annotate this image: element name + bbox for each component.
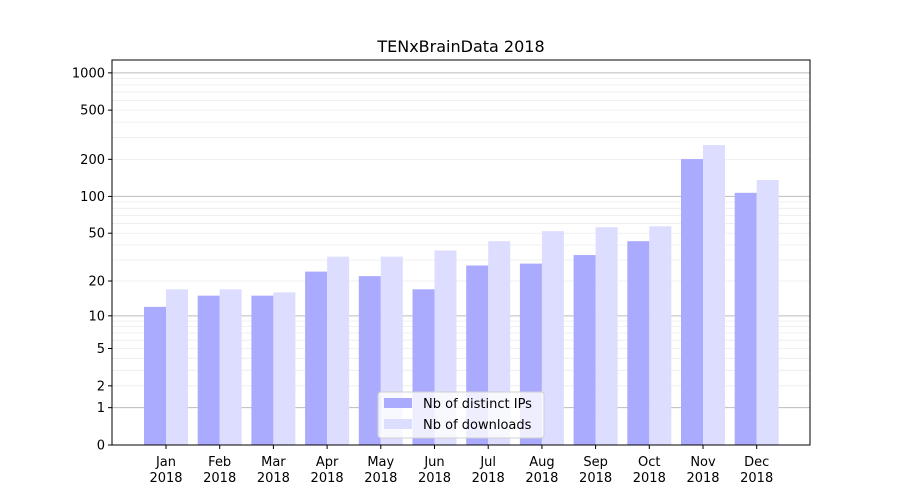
x-tick-label-line: Dec bbox=[744, 455, 769, 470]
x-tick-label-line: 2018 bbox=[149, 471, 182, 486]
y-tick-label: 0 bbox=[97, 439, 105, 454]
legend-box bbox=[377, 391, 545, 439]
x-tick-label-line: Nov bbox=[690, 455, 716, 470]
x-tick-label-line: 2018 bbox=[633, 471, 666, 486]
x-tick-label-line: 2018 bbox=[579, 471, 612, 486]
x-tick-label: Oct 2018 bbox=[633, 455, 666, 486]
x-tick-label-line: May bbox=[367, 455, 394, 470]
bar-ips bbox=[627, 241, 650, 445]
x-tick-label: Feb 2018 bbox=[203, 455, 236, 486]
chart-title: TENxBrainData 2018 bbox=[376, 37, 544, 56]
legend-label: Nb of downloads bbox=[423, 418, 532, 433]
bar-ips bbox=[681, 159, 703, 445]
legend: Nb of distinct IPs Nb of downloads bbox=[377, 391, 545, 439]
y-tick-label: 5 bbox=[97, 342, 105, 357]
bar-ips bbox=[197, 295, 220, 445]
bar-downloads bbox=[595, 227, 618, 445]
x-tick-label-line: Jul bbox=[479, 455, 496, 470]
x-tick-label-line: 2018 bbox=[203, 471, 236, 486]
bar-downloads bbox=[649, 226, 672, 445]
x-tick-label-line: 2018 bbox=[311, 471, 344, 486]
y-tick-label: 2 bbox=[97, 379, 105, 394]
x-tick-label-line: 2018 bbox=[686, 471, 719, 486]
y-tick-label: 20 bbox=[88, 275, 105, 290]
x-tick-label: Jan 2018 bbox=[149, 455, 182, 486]
bar-downloads bbox=[541, 231, 564, 445]
bar-downloads bbox=[166, 289, 188, 445]
y-tick-label: 1 bbox=[97, 401, 105, 416]
x-tick-label-line: Oct bbox=[638, 455, 660, 470]
x-tick-label-line: Jun bbox=[423, 455, 444, 470]
bar-ips bbox=[358, 276, 381, 445]
bar-downloads bbox=[219, 289, 242, 445]
bar-ips bbox=[251, 295, 274, 445]
bar-downloads bbox=[327, 256, 350, 445]
x-tick-label: May 2018 bbox=[364, 455, 397, 486]
legend-label: Nb of distinct IPs bbox=[423, 397, 532, 412]
y-tick-label: 10 bbox=[88, 309, 105, 324]
bar-downloads bbox=[273, 292, 296, 445]
x-tick-label: Jun 2018 bbox=[418, 455, 451, 486]
bar-downloads bbox=[756, 179, 779, 445]
y-tick-label: 200 bbox=[80, 153, 105, 168]
x-tick-label-line: Aug bbox=[529, 455, 554, 470]
x-tick-label-line: 2018 bbox=[257, 471, 290, 486]
x-tick-label-line: 2018 bbox=[418, 471, 451, 486]
bar-ips bbox=[573, 255, 596, 445]
bar-downloads bbox=[703, 145, 725, 446]
bar-ips bbox=[734, 192, 757, 445]
x-tick-label: Apr 2018 bbox=[311, 455, 344, 486]
x-tick-label: Nov 2018 bbox=[686, 455, 719, 486]
x-tick-label-line: Apr bbox=[316, 455, 339, 470]
y-tick-label: 50 bbox=[88, 227, 105, 242]
x-tick-label: Aug 2018 bbox=[525, 455, 558, 486]
x-tick-label-line: Jan bbox=[155, 455, 176, 470]
y-axis: 0 1 2 5 10 20 50 100 200 500 1000 bbox=[72, 66, 112, 454]
bar-ips bbox=[305, 271, 328, 445]
x-tick-label-line: 2018 bbox=[525, 471, 558, 486]
y-tick-label: 500 bbox=[80, 104, 105, 119]
y-tick-label: 100 bbox=[80, 190, 105, 205]
x-tick-label-line: 2018 bbox=[740, 471, 773, 486]
bar-ips bbox=[144, 306, 166, 445]
x-tick-label: Mar 2018 bbox=[257, 455, 290, 486]
legend-swatch bbox=[384, 398, 412, 408]
x-tick-label: Sep 2018 bbox=[579, 455, 612, 486]
y-tick-label: 1000 bbox=[72, 66, 105, 81]
x-tick-label-line: 2018 bbox=[364, 471, 397, 486]
legend-swatch bbox=[384, 419, 412, 429]
x-tick-label: Jul 2018 bbox=[472, 455, 505, 486]
bars bbox=[144, 145, 779, 446]
plot-frame bbox=[111, 59, 811, 446]
x-tick-label-line: Feb bbox=[208, 455, 231, 470]
x-tick-label: Dec 2018 bbox=[740, 455, 773, 486]
x-tick-label-line: 2018 bbox=[472, 471, 505, 486]
x-tick-label-line: Sep bbox=[583, 455, 608, 470]
x-tick-label-line: Mar bbox=[261, 455, 286, 470]
